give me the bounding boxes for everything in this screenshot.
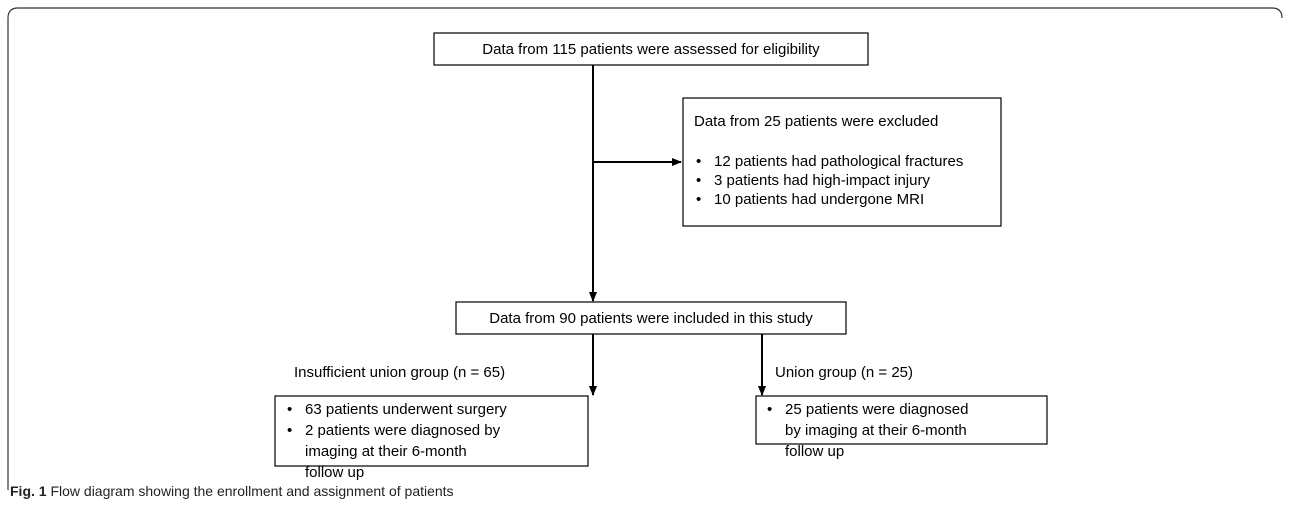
node-box bbox=[682, 97, 1002, 227]
bullet: 63 patients underwent surgery bbox=[305, 401, 507, 418]
caption-label: Fig. 1 bbox=[10, 483, 47, 499]
bullet-dot: • bbox=[287, 422, 292, 439]
bullet-dot: • bbox=[767, 401, 772, 418]
text-line: follow up bbox=[305, 464, 364, 481]
bullet-dot: • bbox=[696, 172, 701, 189]
bullet: 12 patients had pathological fractures bbox=[714, 153, 963, 170]
node-label: Insufficient union group (n = 65) bbox=[294, 364, 505, 381]
node-label: Union group (n = 25) bbox=[775, 364, 913, 381]
bullet-dot: • bbox=[287, 401, 292, 418]
caption: Fig. 1 Flow diagram showing the enrollme… bbox=[10, 483, 454, 499]
frame bbox=[7, 7, 1283, 490]
node-label: Data from 115 patients were assessed for… bbox=[482, 41, 820, 58]
bullet: 3 patients had high-impact injury bbox=[714, 172, 930, 189]
node-box bbox=[433, 32, 869, 66]
caption-text: Flow diagram showing the enrollment and … bbox=[50, 483, 453, 499]
node-box bbox=[455, 301, 847, 335]
bullet-dot: • bbox=[696, 191, 701, 208]
bullet: 25 patients were diagnosed by imaging at … bbox=[785, 401, 968, 460]
bullet: 2 patients were diagnosed by imaging at t… bbox=[305, 422, 501, 481]
bullet-dot: • bbox=[696, 153, 701, 170]
text-line: follow up bbox=[785, 443, 844, 460]
node-box bbox=[274, 395, 589, 467]
text-line: 2 patients were diagnosed by bbox=[305, 422, 501, 439]
bullet: 10 patients had undergone MRI bbox=[714, 191, 924, 208]
text-line: imaging at their 6-month bbox=[305, 443, 467, 460]
text-line: by imaging at their 6-month bbox=[785, 422, 967, 439]
text-line: 25 patients were diagnosed bbox=[785, 401, 968, 418]
node-label: Data from 90 patients were included in t… bbox=[489, 310, 813, 327]
node-box bbox=[755, 395, 1048, 445]
node-label: Data from 25 patients were excluded bbox=[694, 113, 938, 130]
